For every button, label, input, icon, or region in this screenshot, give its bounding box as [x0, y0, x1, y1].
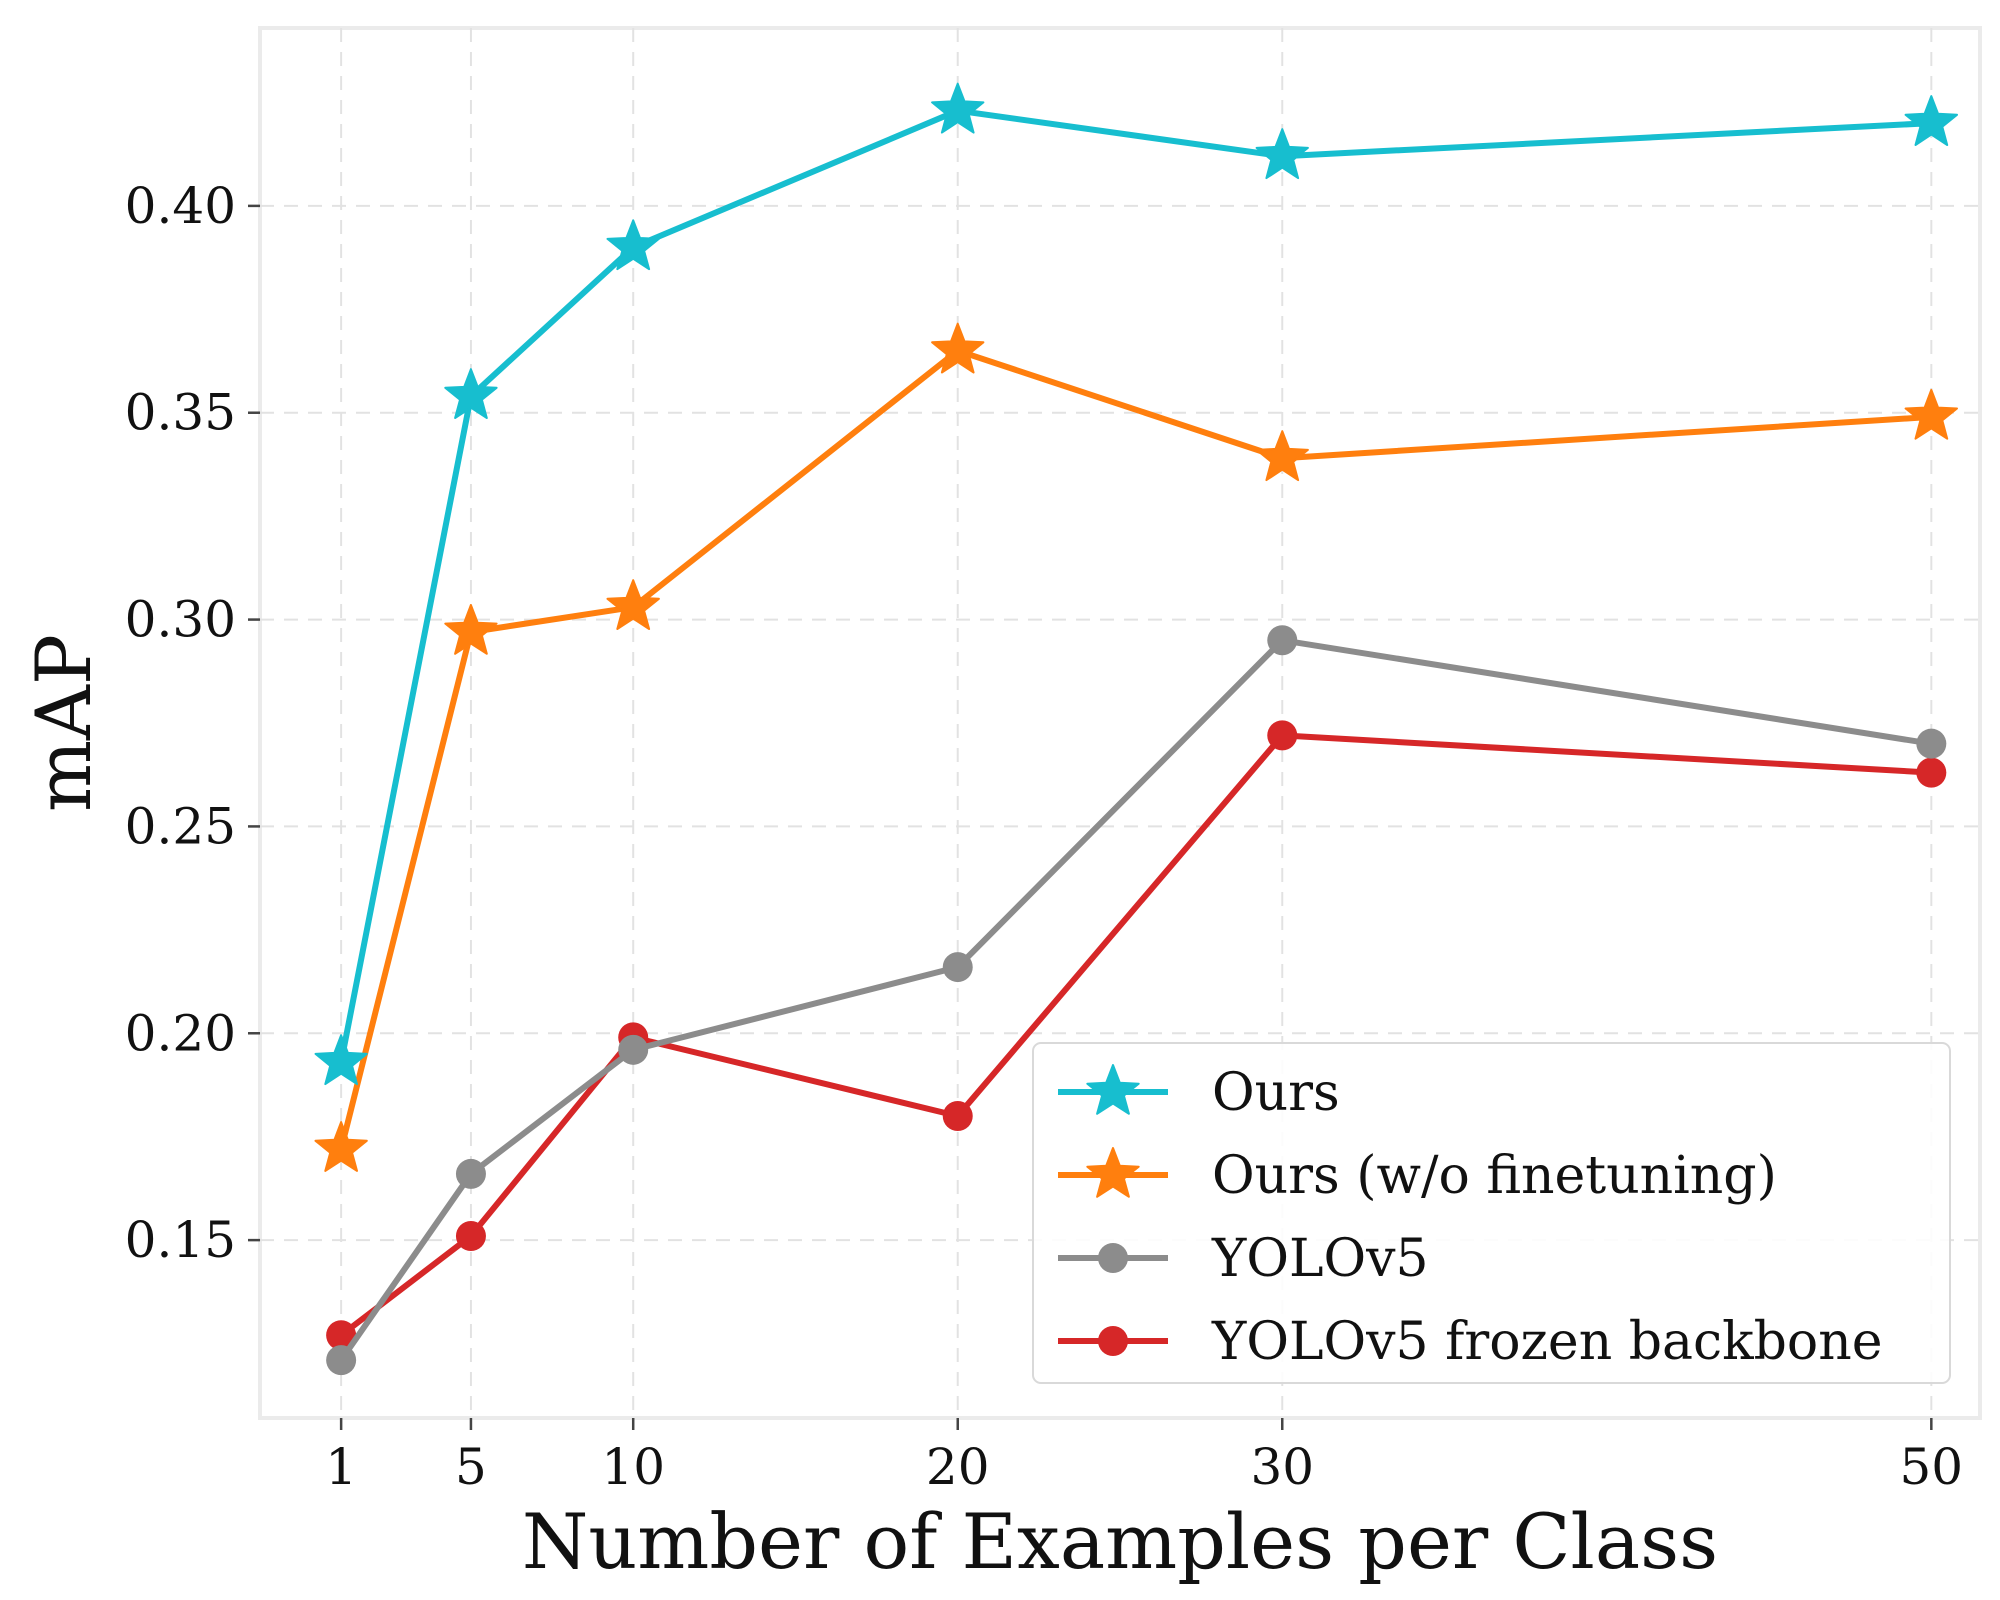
data-point	[444, 604, 498, 655]
series-ours-w-o-finetuning	[314, 322, 1958, 1172]
data-point	[326, 1345, 357, 1376]
data-point	[618, 1034, 649, 1065]
x-tick-label: 20	[926, 1438, 990, 1496]
x-tick-label: 30	[1250, 1438, 1314, 1496]
legend-label: Ours	[1212, 1063, 1340, 1123]
data-point	[326, 1320, 357, 1351]
data-point	[942, 1101, 973, 1132]
y-axis-title: mAP	[19, 634, 108, 812]
data-point	[931, 82, 985, 134]
x-tick-label: 10	[601, 1438, 665, 1496]
ticks: 1 5 10 20 30 50 0.15 0.20 0.25 0.30 0.35 0.40	[125, 177, 1963, 1496]
legend-item: Ours	[1058, 1063, 1340, 1123]
data-point	[1916, 757, 1947, 788]
data-point	[606, 219, 660, 271]
x-tick-label: 50	[1900, 1438, 1964, 1496]
y-tick-label: 0.35	[125, 384, 236, 442]
data-point	[1904, 95, 1958, 146]
series-line	[338, 347, 1935, 1153]
y-tick-label: 0.20	[125, 1004, 236, 1062]
series-ours	[314, 82, 1958, 1086]
legend-box	[1032, 1042, 1951, 1384]
data-point	[314, 1034, 368, 1086]
legend-item: YOLOv5	[1058, 1229, 1429, 1289]
legend-marker	[1086, 1147, 1140, 1198]
legend-marker	[1098, 1326, 1128, 1356]
x-tick-label: 1	[325, 1438, 357, 1496]
series-line	[338, 107, 1935, 1066]
data-point	[1267, 625, 1298, 656]
x-tick-label: 5	[455, 1438, 487, 1496]
y-tick-label: 0.40	[125, 177, 236, 235]
legend-label: YOLOv5	[1211, 1229, 1429, 1289]
series-layer	[314, 82, 1958, 1376]
data-point	[606, 579, 660, 630]
data-point	[942, 952, 973, 983]
data-point	[1267, 720, 1298, 751]
data-point	[931, 322, 985, 374]
series-line	[338, 732, 1935, 1339]
y-tick-label: 0.15	[125, 1211, 236, 1269]
data-point	[1916, 728, 1947, 759]
data-point	[455, 1158, 486, 1189]
data-point	[1904, 388, 1958, 440]
y-tick-label: 0.30	[125, 591, 236, 649]
legend-label: YOLOv5 frozen backbone	[1211, 1312, 1883, 1372]
series-yolov5	[326, 625, 1947, 1376]
legend-marker	[1086, 1064, 1140, 1115]
data-point	[1255, 430, 1309, 482]
series-line	[338, 637, 1935, 1364]
legend: Ours Ours (w/o finetuning) YOLOv5 YOLOv5 fr…	[1032, 1042, 1951, 1384]
data-point	[455, 1220, 486, 1251]
y-tick-label: 0.25	[125, 797, 236, 855]
data-point	[1255, 128, 1309, 180]
legend-label: Ours (w/o finetuning)	[1212, 1146, 1777, 1206]
data-point	[444, 368, 498, 419]
legend-marker	[1098, 1243, 1128, 1273]
legend-item: Ours (w/o finetuning)	[1058, 1146, 1777, 1206]
x-axis-title: Number of Examples per Class	[522, 1497, 1718, 1586]
data-point	[314, 1121, 368, 1172]
legend-item: YOLOv5 frozen backbone	[1058, 1312, 1883, 1372]
